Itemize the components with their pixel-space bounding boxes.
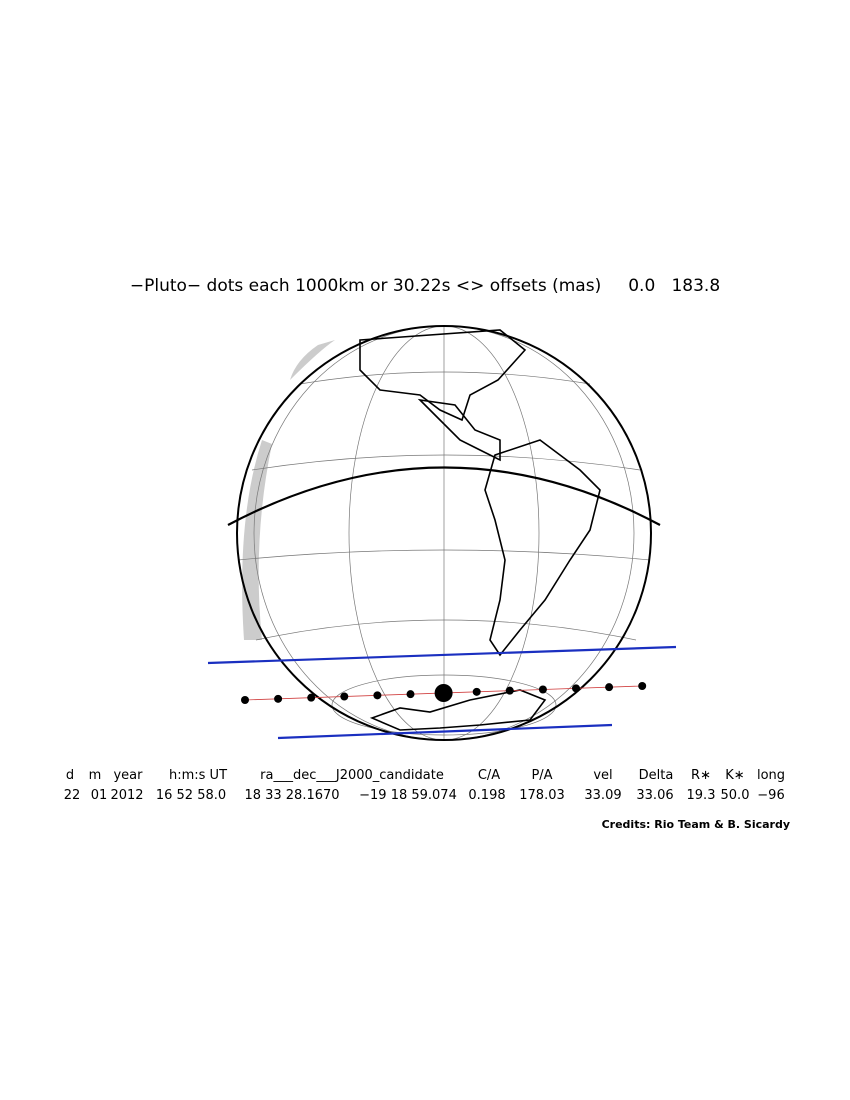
path-dot [406, 690, 415, 699]
parallel [237, 549, 651, 561]
table-value: 178.03 [519, 788, 565, 803]
table-header: vel [593, 768, 612, 783]
path-dot [538, 685, 547, 694]
table-value: 33.06 [636, 788, 673, 803]
table-value: 22 [64, 788, 81, 803]
table-value: −96 [757, 788, 784, 803]
table-value: −19 18 59.074 [359, 788, 457, 803]
table-header: long [757, 768, 785, 783]
antarctica [369, 689, 547, 731]
path-dot [307, 693, 316, 702]
central-america [417, 398, 501, 462]
data-table: d m year h:m:s UT ra___dec___J2000_candidate… [64, 768, 785, 803]
path-dot [472, 687, 481, 696]
table-value: 16 52 58.0 [156, 788, 226, 803]
path-dot [638, 682, 647, 690]
table-value: 19.3 [687, 788, 716, 803]
table-header: K∗ [725, 768, 744, 783]
shadow-limit [277, 723, 613, 740]
table-header: R∗ [691, 768, 711, 783]
table-header: m [89, 768, 102, 783]
shadow-limit [207, 645, 677, 665]
table-header: year [113, 768, 143, 783]
limit-curve [227, 466, 661, 526]
path-dot [340, 692, 349, 701]
parallel [255, 619, 637, 641]
path-dot [572, 684, 580, 693]
table-header: d [66, 768, 74, 783]
path-dots [241, 682, 647, 704]
path-dot [605, 683, 614, 692]
credits: Credits: Rio Team & B. Sicardy [602, 818, 790, 831]
table-value: 33.09 [584, 788, 621, 803]
parallel [299, 371, 591, 385]
north-america [359, 329, 527, 422]
table-value: 50.0 [721, 788, 750, 803]
south-america [484, 439, 601, 657]
table-header: ra___dec___J2000_candidate [260, 768, 444, 783]
parallel [251, 454, 641, 471]
table-header: Delta [639, 768, 674, 783]
table-value: 2012 [110, 788, 143, 803]
table-value: 01 [91, 788, 108, 803]
path-dot [241, 696, 249, 704]
globe-outline [236, 325, 652, 741]
path-dot [373, 691, 382, 700]
path-dot [274, 694, 283, 703]
table-header: C/A [478, 768, 500, 783]
globe [227, 325, 661, 741]
table-header: P/A [531, 768, 552, 783]
table-header: h:m:s UT [169, 768, 227, 783]
table-value: 18 33 28.1670 [244, 788, 339, 803]
parallel [331, 674, 557, 736]
central-instant [434, 684, 453, 702]
night-shade [242, 440, 272, 640]
path-dot [505, 686, 514, 695]
table-value: 0.198 [468, 788, 505, 803]
title: −Pluto− dots each 1000km or 30.22s <> of… [130, 276, 720, 296]
